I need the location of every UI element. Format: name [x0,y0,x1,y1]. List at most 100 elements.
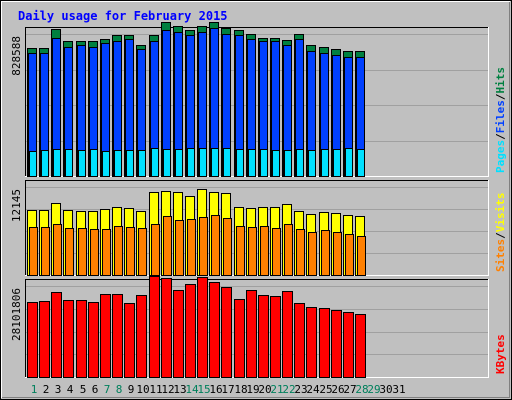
bar-pages [211,148,219,177]
bar-sites [41,227,50,276]
bar-kbytes [88,302,99,378]
x-tick-label: 28 [355,383,368,396]
bar-sites [175,220,184,276]
bar-pages [308,150,316,177]
x-tick-label: 24 [306,383,320,396]
x-tick-label: 17 [221,383,234,396]
bar-pages [345,148,353,177]
x-tick-label: 12 [161,383,174,396]
bar-pages [114,150,122,177]
legend-separator: / [494,93,507,100]
x-tick-label: 22 [282,383,295,396]
axis-legend-label: KBytes [494,334,507,374]
bar-kbytes [306,307,317,378]
bar-kbytes [221,287,232,378]
x-tick-label: 9 [128,383,135,396]
legend-separator: / [494,133,507,140]
bar-sites [114,226,123,276]
bar-kbytes [100,294,111,378]
y-max-label: 12145 [10,189,23,222]
bar-pages [187,148,195,177]
x-tick-label: 30 [379,383,392,396]
bar-pages [333,149,341,177]
bar-pages [199,148,207,177]
bar-sites [236,226,245,276]
bar-kbytes [185,284,196,378]
bar-pages [175,149,183,177]
bar-kbytes [234,299,245,378]
x-tick-label: 31 [392,383,405,396]
bar-kbytes [282,291,293,378]
bar-kbytes [270,296,281,378]
bar-sites [163,216,172,276]
bar-sites [308,232,317,276]
bar-kbytes [209,282,220,378]
x-tick-label: 10 [136,383,149,396]
bar-sites [296,229,305,276]
bar-sites [223,218,232,276]
x-tick-label: 3 [55,383,62,396]
bar-kbytes [76,300,87,378]
bar-kbytes [39,301,50,378]
bar-pages [151,148,159,177]
bar-kbytes [355,314,366,378]
bar-kbytes [331,310,342,378]
x-tick-label: 1 [31,383,38,396]
bar-pages [53,149,61,177]
bar-sites [102,229,111,276]
bar-pages [321,149,329,177]
bar-sites [29,227,38,276]
bar-pages [260,149,268,177]
bar-sites [199,217,208,276]
bar-sites [211,215,220,276]
bar-kbytes [343,312,354,378]
x-tick-label: 18 [234,383,247,396]
bar-sites [357,236,366,276]
bar-sites [260,226,269,276]
x-tick-label: 21 [270,383,283,396]
x-tick-label: 25 [319,383,332,396]
axis-legend-label: Pages/Files/Hits [494,67,507,173]
x-tick-label: 27 [343,383,356,396]
chart-title: Daily usage for February 2015 [18,9,228,23]
legend-pages: Pages [494,140,507,173]
x-tick-label: 6 [92,383,99,396]
bar-pages [90,149,98,177]
x-tick-label: 13 [173,383,186,396]
x-tick-label: 23 [294,383,307,396]
panel-kbytes: 28101806 KBytes [10,276,507,378]
legend-hits: Hits [494,67,507,94]
bar-pages [236,149,244,177]
bar-sites [53,224,62,276]
bar-sites [65,228,74,276]
bar-pages [78,150,86,177]
bar-kbytes [27,302,38,378]
bar-kbytes [136,295,147,378]
bar-pages [163,149,171,177]
bar-sites [248,227,257,276]
bar-sites [321,230,330,276]
x-tick-label: 26 [331,383,344,396]
bar-kbytes [173,290,184,378]
legend-kbytes: KBytes [494,334,507,374]
bar-kbytes [124,303,135,378]
panel-visits-sites: 12145 Sites/Visits [10,180,507,276]
legend-separator: / [494,232,507,239]
legend-files: Files [494,100,507,133]
bar-sites [187,219,196,276]
bar-kbytes [258,295,269,378]
x-tick-label: 5 [80,383,87,396]
bar-pages [272,150,280,177]
y-max-label: 828588 [10,36,23,76]
y-max-label: 28101806 [10,288,23,341]
x-tick-label: 29 [367,383,380,396]
x-tick-label: 2 [43,383,50,396]
bar-pages [296,149,304,177]
x-tick-label: 4 [67,383,74,396]
bar-pages [138,150,146,177]
x-tick-label: 15 [197,383,210,396]
bar-pages [102,151,110,177]
